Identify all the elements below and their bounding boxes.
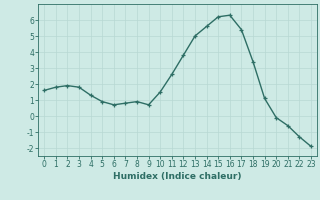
X-axis label: Humidex (Indice chaleur): Humidex (Indice chaleur) — [113, 172, 242, 181]
